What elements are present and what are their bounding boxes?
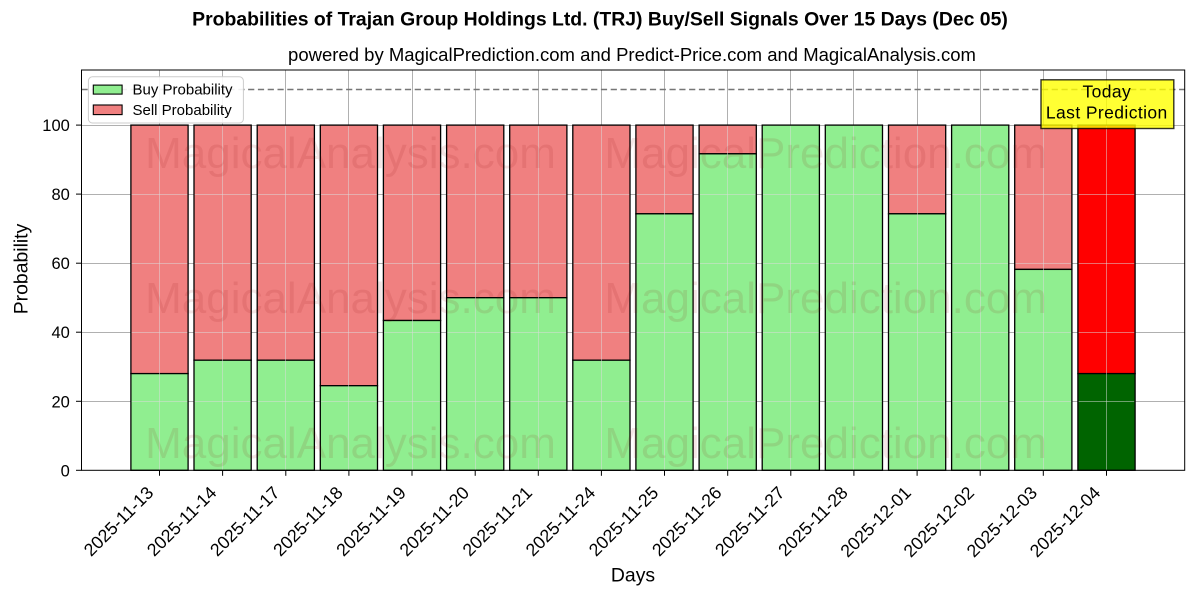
svg-text:40: 40: [51, 324, 69, 342]
svg-text:MagicalPrediction.com: MagicalPrediction.com: [604, 274, 1047, 323]
svg-text:MagicalPrediction.com: MagicalPrediction.com: [604, 419, 1047, 468]
svg-text:80: 80: [51, 186, 69, 204]
svg-text:100: 100: [42, 117, 70, 135]
svg-text:powered by MagicalPrediction.c: powered by MagicalPrediction.com and Pre…: [288, 44, 976, 65]
svg-text:20: 20: [51, 393, 69, 411]
svg-text:Buy Probability: Buy Probability: [133, 82, 234, 99]
svg-text:MagicalAnalysis.com: MagicalAnalysis.com: [145, 274, 556, 323]
svg-text:Last Prediction: Last Prediction: [1046, 103, 1168, 123]
svg-text:0: 0: [61, 462, 70, 480]
svg-text:Probabilities of Trajan Group: Probabilities of Trajan Group Holdings L…: [192, 8, 1008, 30]
svg-text:MagicalPrediction.com: MagicalPrediction.com: [604, 129, 1047, 178]
svg-text:MagicalAnalysis.com: MagicalAnalysis.com: [145, 129, 556, 178]
svg-text:Probability: Probability: [10, 223, 32, 314]
svg-text:MagicalAnalysis.com: MagicalAnalysis.com: [145, 419, 556, 468]
svg-text:60: 60: [51, 255, 69, 273]
svg-text:Sell Probability: Sell Probability: [133, 102, 233, 119]
svg-text:Today: Today: [1082, 82, 1131, 102]
svg-text:Days: Days: [611, 564, 655, 586]
